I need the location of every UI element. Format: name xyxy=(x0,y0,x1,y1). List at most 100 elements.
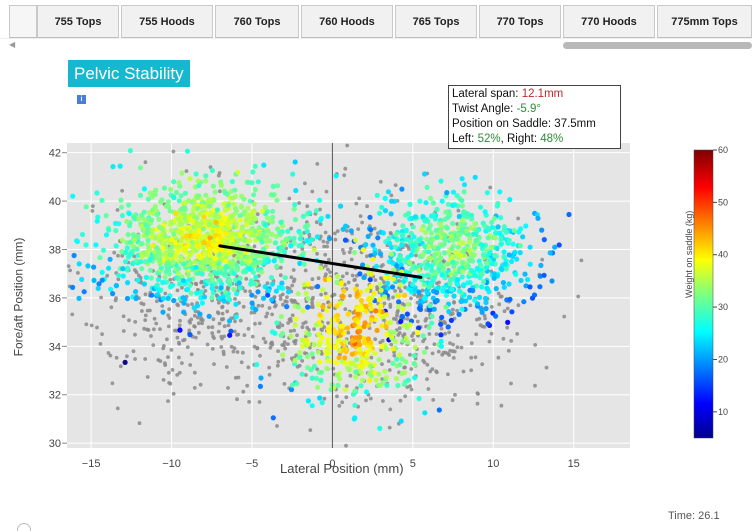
gray-point xyxy=(325,244,329,249)
gray-point xyxy=(275,363,280,368)
weight-point xyxy=(423,265,429,271)
gray-point xyxy=(177,355,181,360)
gray-point xyxy=(322,396,327,401)
weight-point xyxy=(144,252,151,258)
tab-770-tops[interactable]: 770 Tops xyxy=(479,5,561,38)
gray-point xyxy=(143,318,148,322)
weight-point xyxy=(513,271,519,277)
weight-point xyxy=(249,253,255,259)
gray-point xyxy=(120,188,124,193)
scrollbar-thumb[interactable] xyxy=(563,42,752,49)
weight-point xyxy=(445,201,451,207)
weight-point xyxy=(426,307,432,313)
gray-point xyxy=(267,372,272,377)
tab-755-hoods[interactable]: 755 Hoods xyxy=(121,5,213,38)
weight-point xyxy=(177,281,183,287)
weight-point xyxy=(377,251,384,257)
weight-point xyxy=(396,299,402,305)
gray-point xyxy=(381,399,385,403)
gray-point xyxy=(265,281,270,286)
weight-point xyxy=(420,333,426,339)
weight-point xyxy=(319,369,325,375)
scroll-left-arrow-icon[interactable]: ◀ xyxy=(9,40,16,49)
weight-point xyxy=(363,303,369,309)
gray-point xyxy=(252,244,257,249)
weight-point xyxy=(441,250,448,256)
weight-point xyxy=(217,252,223,258)
weight-point xyxy=(206,221,212,227)
weight-point xyxy=(270,415,276,421)
gray-point xyxy=(439,326,444,331)
weight-point xyxy=(340,323,346,329)
weight-point xyxy=(317,395,323,401)
info-icon[interactable]: i xyxy=(77,95,86,104)
gray-point xyxy=(235,397,239,402)
gray-point xyxy=(300,359,305,363)
gray-point xyxy=(233,375,238,380)
weight-point xyxy=(94,190,100,196)
gray-point xyxy=(270,342,275,347)
weight-point xyxy=(459,227,465,233)
weight-point xyxy=(467,239,473,245)
weight-point xyxy=(184,148,191,154)
gray-point xyxy=(133,320,138,324)
gray-point xyxy=(142,326,147,331)
weight-point xyxy=(501,284,507,290)
weight-point xyxy=(135,233,141,239)
tab-scrollbar[interactable]: ◀ xyxy=(0,38,752,51)
gray-point xyxy=(314,220,319,225)
tab-760-hoods[interactable]: 760 Hoods xyxy=(301,5,393,38)
weight-point xyxy=(250,269,256,275)
weight-point xyxy=(366,270,372,276)
weight-point xyxy=(422,171,428,177)
weight-point xyxy=(301,250,307,257)
gray-point xyxy=(405,317,410,321)
gray-point xyxy=(180,285,184,290)
gray-point xyxy=(249,310,254,315)
weight-point xyxy=(510,241,516,247)
gray-point xyxy=(544,365,549,370)
gray-point xyxy=(310,189,315,194)
gray-point xyxy=(323,291,328,296)
gray-point xyxy=(409,367,414,371)
weight-point xyxy=(338,203,344,209)
tab-755-tops[interactable]: 755 Tops xyxy=(37,5,119,38)
weight-point xyxy=(175,270,181,276)
gray-point xyxy=(506,348,511,353)
weight-point xyxy=(299,242,305,248)
weight-point xyxy=(231,201,237,207)
weight-point xyxy=(525,277,531,283)
weight-point xyxy=(506,237,512,243)
weight-point xyxy=(389,284,396,290)
weight-point xyxy=(390,276,397,282)
gray-point xyxy=(253,295,258,299)
gray-point xyxy=(277,325,282,330)
gray-point xyxy=(156,358,161,362)
tab-760-tops[interactable]: 760 Tops xyxy=(215,5,299,38)
tab-765-tops[interactable]: 765 Tops xyxy=(395,5,477,38)
weight-point xyxy=(422,218,428,224)
weight-point xyxy=(334,360,340,366)
weight-point xyxy=(535,215,541,221)
weight-point xyxy=(479,271,485,277)
gray-point xyxy=(562,314,567,319)
weight-point xyxy=(180,278,186,284)
gray-point xyxy=(579,258,584,263)
weight-point xyxy=(289,382,295,388)
gray-point xyxy=(430,367,435,372)
weight-point xyxy=(233,221,240,227)
gray-point xyxy=(436,349,441,354)
corner-radio-icon[interactable] xyxy=(17,523,31,531)
weight-point xyxy=(241,237,247,243)
tab-775mm-tops[interactable]: 775mm Tops xyxy=(657,5,752,38)
x-tick-label: −15 xyxy=(82,458,101,470)
left-value: 52% xyxy=(477,133,501,145)
x-tick-label: 10 xyxy=(487,458,499,470)
weight-point xyxy=(189,244,195,250)
tab-blank[interactable] xyxy=(9,5,37,38)
tab-770-hoods[interactable]: 770 Hoods xyxy=(563,5,655,38)
gray-point xyxy=(280,323,285,328)
weight-point xyxy=(491,271,497,277)
weight-point xyxy=(253,274,259,280)
